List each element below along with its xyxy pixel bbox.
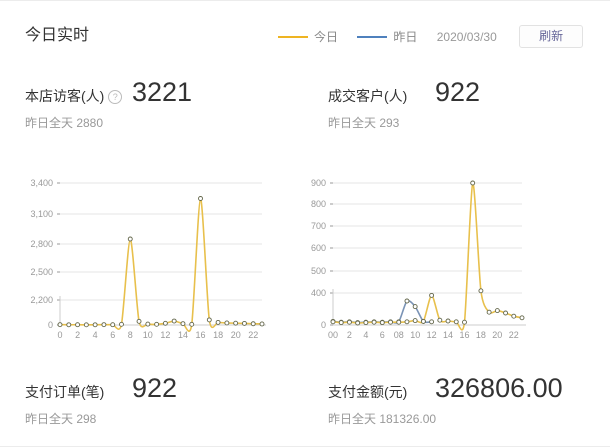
- svg-text:4: 4: [363, 330, 368, 340]
- svg-text:8: 8: [128, 330, 133, 340]
- svg-text:0: 0: [57, 330, 62, 340]
- svg-text:6: 6: [380, 330, 385, 340]
- svg-text:00: 00: [328, 330, 338, 340]
- svg-text:0: 0: [48, 320, 53, 330]
- svg-text:6: 6: [110, 330, 115, 340]
- svg-text:20: 20: [492, 330, 502, 340]
- svg-text:14: 14: [178, 330, 188, 340]
- svg-text:2,800: 2,800: [30, 239, 53, 249]
- svg-text:12: 12: [160, 330, 170, 340]
- svg-text:700: 700: [311, 221, 326, 231]
- svg-text:22: 22: [248, 330, 258, 340]
- svg-text:900: 900: [311, 178, 326, 188]
- svg-text:18: 18: [476, 330, 486, 340]
- svg-text:2: 2: [347, 330, 352, 340]
- svg-text:16: 16: [195, 330, 205, 340]
- svg-text:14: 14: [443, 330, 453, 340]
- svg-text:08: 08: [394, 330, 404, 340]
- svg-text:3,100: 3,100: [30, 209, 53, 219]
- svg-text:10: 10: [143, 330, 153, 340]
- svg-text:400: 400: [311, 288, 326, 298]
- svg-text:2,200: 2,200: [30, 295, 53, 305]
- svg-text:10: 10: [410, 330, 420, 340]
- svg-text:0: 0: [321, 320, 326, 330]
- svg-text:12: 12: [427, 330, 437, 340]
- svg-text:2,500: 2,500: [30, 267, 53, 277]
- svg-text:20: 20: [231, 330, 241, 340]
- svg-text:22: 22: [509, 330, 519, 340]
- svg-text:18: 18: [213, 330, 223, 340]
- svg-text:2: 2: [75, 330, 80, 340]
- svg-text:16: 16: [459, 330, 469, 340]
- svg-text:3,400: 3,400: [30, 178, 53, 188]
- svg-text:4: 4: [93, 330, 98, 340]
- svg-text:500: 500: [311, 266, 326, 276]
- svg-text:800: 800: [311, 199, 326, 209]
- svg-text:600: 600: [311, 243, 326, 253]
